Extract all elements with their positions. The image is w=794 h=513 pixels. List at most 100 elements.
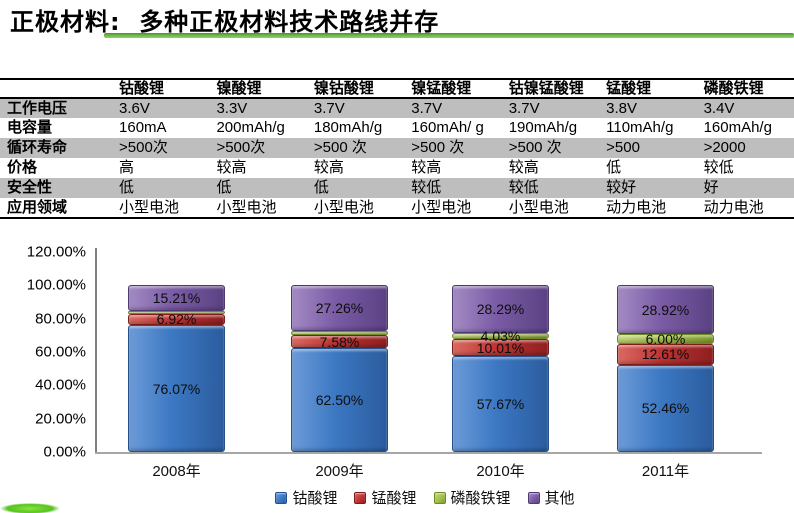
bar-segment-钴酸锂: 52.46%	[617, 364, 714, 452]
material-column-header: 钴镍锰酸锂	[508, 79, 584, 97]
row-label-header	[0, 79, 112, 98]
table-cell: 3.3V	[216, 99, 248, 117]
bar-segment-锰酸锂: 12.61%	[617, 343, 714, 365]
table-row: 应用领域 小型电池 小型电池 小型电池 小型电池 小型电池 动力电池 动力电池	[0, 198, 794, 218]
table-cell: 好	[703, 179, 719, 197]
material-column-header: 钴酸锂	[119, 79, 165, 97]
table-cell: 3.4V	[703, 99, 735, 117]
table-cell: 动力电池	[703, 198, 764, 216]
table-cell: >2000	[703, 139, 746, 157]
data-label: 62.50%	[315, 391, 364, 408]
data-label: 10.01%	[476, 339, 525, 356]
table-cell: 190mAh/g	[508, 119, 578, 137]
stacked-bar-chart: 120.00% 100.00% 80.00% 60.00% 40.00% 20.00% 0.…	[0, 240, 794, 513]
table-cell: 低	[606, 159, 622, 177]
data-label: 6.00%	[645, 330, 686, 347]
stacked-bar-2010年: 57.67% 10.01% 4.03% 28.29%	[452, 285, 549, 452]
legend-swatch-icon	[433, 491, 446, 504]
material-column-header: 镍锰酸锂	[411, 79, 472, 97]
bar-segment-其他: 28.29%	[452, 285, 549, 333]
table-cell: >500次	[119, 139, 168, 157]
bar-segment-其他: 28.92%	[617, 285, 714, 334]
data-label: 12.61%	[641, 346, 690, 363]
table-cell: 较好	[606, 179, 637, 197]
bar-segment-钴酸锂: 57.67%	[452, 355, 549, 452]
y-axis-tick: 80.00%	[35, 310, 86, 328]
bar-segment-其他: 15.21%	[128, 285, 225, 311]
material-column-header: 磷酸铁锂	[703, 79, 764, 97]
legend-item-磷酸铁锂: 磷酸铁锂	[433, 487, 511, 508]
table-cell: >500	[606, 139, 640, 157]
x-axis-line	[95, 452, 762, 454]
table-header: 钴酸锂 镍酸锂 镍钴酸锂 镍锰酸锂 钴镍锰酸锂 锰酸锂 磷酸铁锂	[0, 79, 794, 98]
row-label: 电容量	[7, 119, 53, 137]
legend-item-锰酸锂: 锰酸锂	[354, 487, 417, 508]
table-cell: >500 次	[313, 139, 367, 157]
table-header-row: 钴酸锂 镍酸锂 镍钴酸锂 镍锰酸锂 钴镍锰酸锂 锰酸锂 磷酸铁锂	[0, 79, 794, 98]
table-cell: 小型电池	[119, 198, 180, 216]
table-cell: 较高	[216, 159, 247, 177]
table-row: 价格 高 较高 较高 较高 较高 低 较低	[0, 158, 794, 178]
material-column-header: 锰酸锂	[606, 79, 652, 97]
table-cell: 小型电池	[313, 198, 374, 216]
table-cell: 低	[119, 179, 135, 197]
bar-segment-锰酸锂: 6.92%	[128, 311, 225, 327]
materials-table: 钴酸锂 镍酸锂 镍钴酸锂 镍锰酸锂 钴镍锰酸锂 锰酸锂 磷酸铁锂 工作电压 3.6V 3.3V 3…	[0, 78, 794, 219]
table-cell: >500次	[216, 139, 266, 157]
bar-segment-其他: 27.26%	[291, 285, 388, 331]
legend-swatch-icon	[275, 491, 288, 504]
table-cell: 3.7V	[411, 99, 443, 117]
bar-segment-锰酸锂: 10.01%	[452, 339, 549, 356]
table-row: 工作电压 3.6V 3.3V 3.7V 3.7V 3.7V 3.8V 3.4V	[0, 98, 794, 118]
table-cell: 高	[119, 159, 135, 177]
table-cell: 较高	[508, 159, 539, 177]
table-cell: >500 次	[411, 139, 465, 157]
y-axis-tick: 100.00%	[26, 276, 86, 294]
table-cell: 小型电池	[216, 198, 277, 216]
bar-segment-锰酸锂: 7.58%	[291, 333, 388, 350]
bar-segment-磷酸铁锂	[128, 310, 225, 314]
stacked-bar-2008年: 76.07% 6.92% 15.21%	[128, 285, 225, 452]
y-axis-tick: 40.00%	[35, 376, 86, 394]
table-cell: 3.6V	[119, 99, 150, 117]
data-label: 4.03%	[480, 327, 521, 344]
data-label: 57.67%	[476, 395, 525, 412]
table-cell: 较低	[411, 179, 442, 197]
table-cell: 200mAh/g	[216, 119, 285, 137]
legend-swatch-icon	[527, 491, 540, 504]
material-column-header: 镍钴酸锂	[313, 79, 374, 97]
data-label: 7.58%	[319, 333, 360, 350]
table-body: 工作电压 3.6V 3.3V 3.7V 3.7V 3.7V 3.8V 3.4V 电容量 160mA…	[0, 98, 794, 218]
table-cell: 较高	[313, 159, 344, 177]
legend-label: 锰酸锂	[371, 490, 417, 507]
table-cell: >500 次	[508, 139, 562, 157]
table-cell: 3.8V	[606, 99, 637, 117]
chart-legend: 钴酸锂 锰酸锂 磷酸铁锂 其他	[95, 487, 755, 508]
legend-item-钴酸锂: 钴酸锂	[275, 487, 337, 508]
table-cell: 小型电池	[508, 198, 569, 216]
stacked-bar-2011年: 52.46% 12.61% 6.00% 28.92%	[617, 285, 714, 452]
page-title: 正极材料: 多种正极材料技术路线并存	[10, 8, 440, 36]
legend-label: 其他	[544, 490, 575, 507]
bar-segment-钴酸锂: 76.07%	[128, 325, 225, 452]
table-cell: 160mAh/g	[703, 119, 772, 137]
table-cell: 较高	[411, 159, 442, 177]
title-underline	[104, 33, 794, 38]
x-axis-label: 2011年	[641, 463, 690, 480]
bar-segment-磷酸铁锂	[291, 330, 388, 336]
bar-segment-磷酸铁锂: 6.00%	[617, 330, 714, 347]
data-label: 52.46%	[641, 400, 690, 417]
corner-decoration	[0, 503, 60, 513]
y-axis-tick: 20.00%	[35, 410, 86, 428]
row-label: 工作电压	[7, 99, 68, 117]
table-row: 安全性 低 低 低 较低 较低 较好 好	[0, 178, 794, 198]
y-axis-line	[95, 248, 97, 453]
bar-segment-磷酸铁锂: 4.03%	[452, 328, 549, 344]
table-cell: 较低	[508, 179, 539, 197]
legend-label: 钴酸锂	[292, 490, 338, 507]
row-label: 价格	[7, 159, 38, 177]
table-cell: 3.7V	[313, 99, 345, 117]
legend-label: 磷酸铁锂	[450, 490, 511, 507]
stacked-bar-2009年: 62.50% 7.58% 27.26%	[291, 285, 388, 452]
x-axis-label: 2009年	[315, 463, 364, 480]
